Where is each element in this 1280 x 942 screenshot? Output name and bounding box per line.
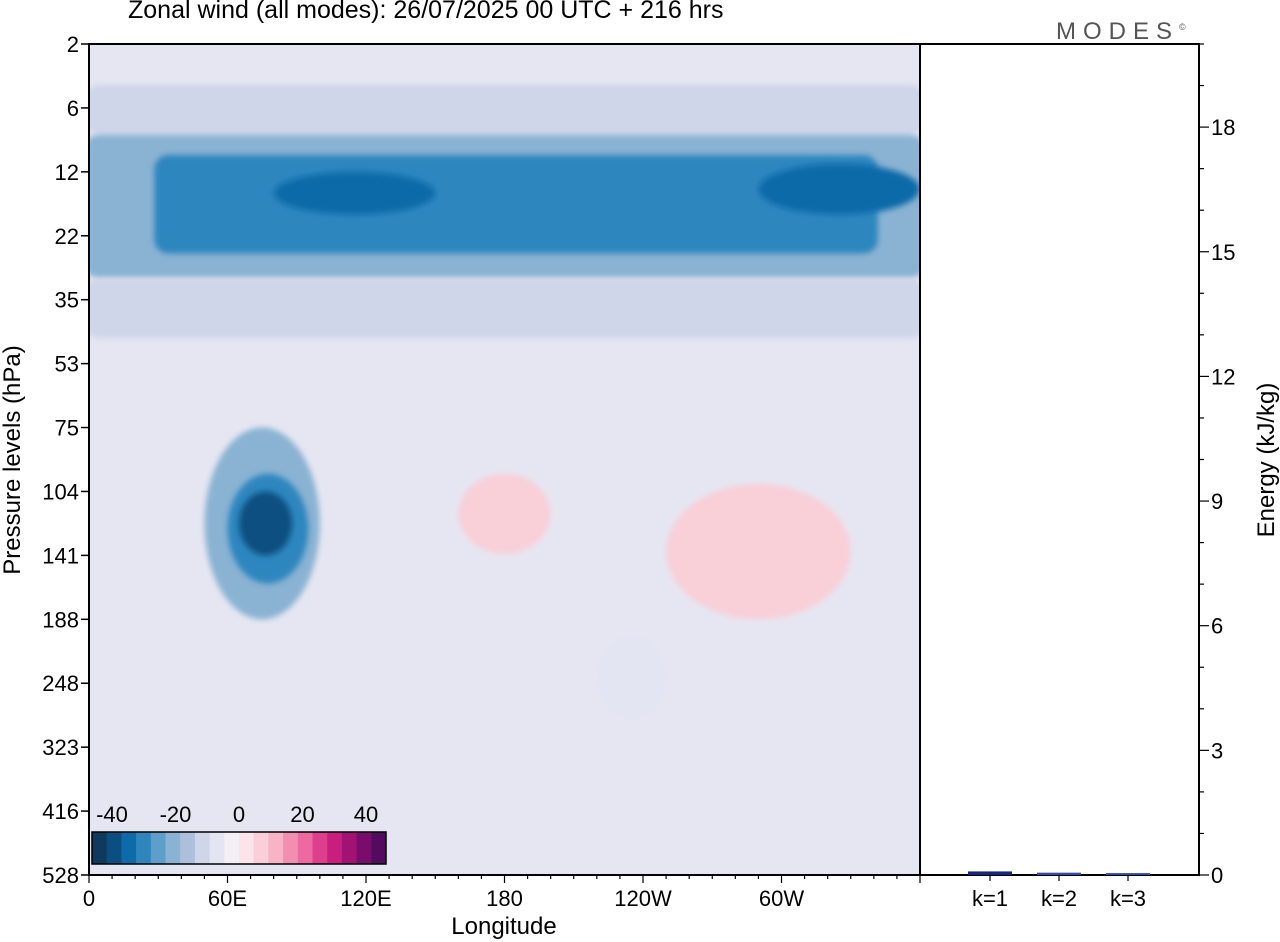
energy-tick-label: 18 — [1211, 115, 1235, 140]
longitude-axis: 0 60E 120E 180 120W 60W — [83, 875, 921, 911]
pressure-tick-label: 104 — [42, 479, 79, 504]
energy-tick-label: 3 — [1211, 738, 1223, 763]
wind-band — [458, 473, 551, 554]
pressure-tick-label: 188 — [42, 607, 79, 632]
colorbar-swatch — [180, 832, 196, 864]
longitude-tick-label: 0 — [83, 886, 95, 911]
colorbar-swatch — [239, 832, 255, 864]
pressure-tick-label: 141 — [42, 543, 79, 568]
brand-mark: © — [1179, 22, 1186, 32]
colorbar-swatch — [253, 832, 269, 864]
longitude-axis-label: Longitude — [451, 913, 556, 940]
longitude-tick-label: 180 — [486, 886, 523, 911]
energy-tick-label: 0 — [1211, 863, 1223, 888]
section-plot: 2 6 12 22 35 53 75 104 141 188 248 323 416 528 0 60E 12… — [0, 32, 921, 940]
pressure-tick-label: 416 — [42, 799, 79, 824]
wavenumber-tick-label: k=3 — [1110, 886, 1146, 911]
pressure-tick-label: 12 — [55, 160, 79, 185]
energy-tick-label: 6 — [1211, 614, 1223, 639]
wind-band — [89, 278, 920, 339]
colorbar-swatch — [209, 832, 225, 864]
pressure-tick-label: 248 — [42, 671, 79, 696]
colorbar-swatch — [327, 832, 343, 864]
colorbar-swatch — [165, 832, 181, 864]
brand-logo: MODES© — [1056, 18, 1186, 46]
pressure-tick-label: 75 — [55, 416, 79, 441]
colorbar-swatch — [194, 832, 210, 864]
wind-band — [273, 171, 436, 215]
pressure-tick-label: 53 — [55, 352, 79, 377]
wavenumber-tick-label: k=1 — [972, 886, 1008, 911]
energy-tick-label: 9 — [1211, 489, 1223, 514]
colorbar: -40 -20 0 20 40 — [91, 802, 387, 865]
wind-band — [596, 633, 667, 722]
longitude-tick-label: 60W — [759, 886, 804, 911]
energy-axis-label: Energy (kJ/kg) — [1253, 383, 1280, 538]
wind-band — [89, 84, 920, 135]
wavenumber-tick-label: k=2 — [1041, 886, 1077, 911]
colorbar-swatch — [297, 832, 313, 864]
energy-bar — [968, 871, 1012, 875]
longitude-tick-label: 120W — [614, 886, 672, 911]
page-title: Zonal wind (all modes): 26/07/2025 00 UT… — [128, 0, 724, 24]
longitude-tick-label: 60E — [208, 886, 247, 911]
wavenumber-axis: k=1 k=2 k=3 — [972, 875, 1146, 911]
colorbar-swatch — [283, 832, 299, 864]
energy-panel-frame — [919, 43, 1200, 876]
wind-band — [666, 483, 851, 620]
colorbar-swatch — [268, 832, 284, 864]
wind-band — [154, 155, 878, 254]
colorbar-swatch — [121, 832, 137, 864]
colorbar-label: 40 — [354, 802, 378, 827]
colorbar-label: 20 — [290, 802, 314, 827]
colorbar-swatch — [341, 832, 357, 864]
brand-name: MODES — [1056, 18, 1180, 45]
energy-panel: 0 3 6 9 12 15 18 k=1 k=2 k=3 Energy (kJ/kg) — [919, 43, 1280, 911]
energy-tick-label: 12 — [1211, 364, 1235, 389]
pressure-axis-label: Pressure levels (hPa) — [0, 345, 26, 574]
pressure-tick-label: 323 — [42, 735, 79, 760]
pressure-tick-label: 22 — [55, 224, 79, 249]
pressure-axis: 2 6 12 22 35 53 75 104 141 188 248 323 416 528 — [42, 32, 89, 888]
colorbar-swatch — [92, 832, 108, 864]
colorbar-swatch — [106, 832, 122, 864]
pressure-tick-label: 2 — [67, 32, 79, 57]
energy-bar — [1106, 873, 1150, 875]
colorbar-swatch — [356, 832, 372, 864]
longitude-tick-label: 120E — [340, 886, 391, 911]
pressure-tick-label: 35 — [55, 288, 79, 313]
colorbar-swatch — [224, 832, 240, 864]
colorbar-swatch — [312, 832, 328, 864]
colorbar-label: 0 — [233, 802, 245, 827]
pressure-tick-label: 528 — [42, 863, 79, 888]
colorbar-swatch — [150, 832, 166, 864]
energy-axis: 0 3 6 9 12 15 18 — [1199, 43, 1235, 888]
energy-bar — [1037, 872, 1081, 875]
wind-band — [239, 491, 293, 556]
energy-tick-label: 15 — [1211, 240, 1235, 265]
colorbar-swatch — [136, 832, 152, 864]
wind-field — [89, 84, 920, 722]
energy-bars — [968, 871, 1150, 875]
colorbar-swatch — [371, 832, 387, 864]
colorbar-label: -20 — [160, 802, 192, 827]
colorbar-frame — [91, 831, 387, 865]
wind-band — [758, 163, 920, 215]
pressure-tick-label: 6 — [67, 96, 79, 121]
colorbar-label: -40 — [96, 802, 128, 827]
